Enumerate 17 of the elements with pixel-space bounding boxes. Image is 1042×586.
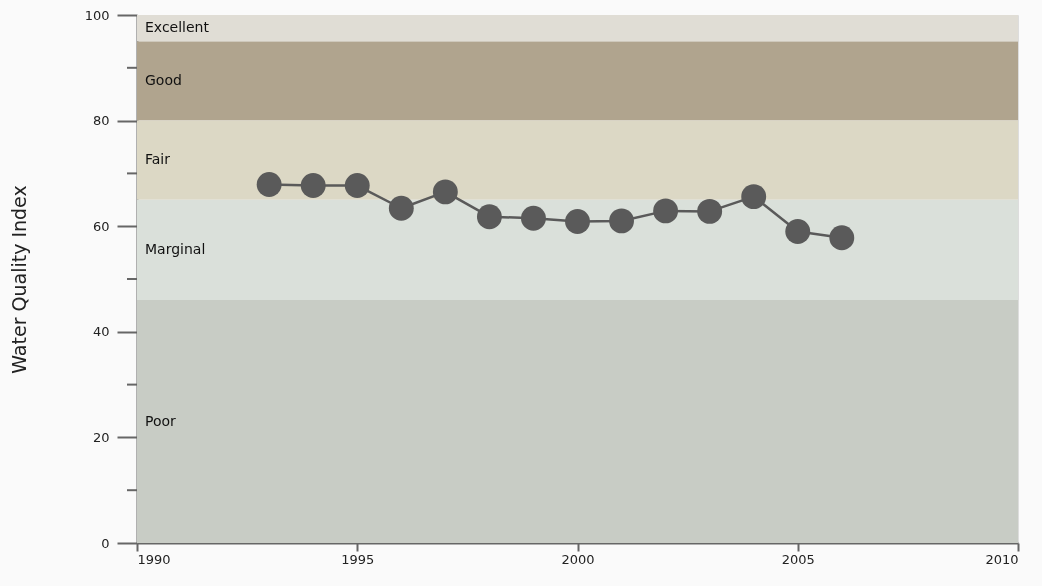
y-tick-label: 80 [92,113,110,129]
x-tick-label: 1990 [137,551,171,567]
band-label: Excellent [145,19,210,36]
y-tick-label: 100 [84,7,110,23]
y-tick-label: 20 [92,429,110,445]
y-tick-label: 40 [92,324,110,340]
y-axis-title: Water Quality Index [7,185,30,374]
band-label: Fair [145,151,171,168]
x-tick-label: 2010 [985,551,1019,567]
band-label: Poor [145,412,177,429]
x-tick-label: 1995 [341,551,375,567]
x-tick-label: 2000 [561,551,595,567]
y-tick-label: 60 [92,218,110,234]
band-label: Marginal [145,240,206,257]
y-tick-label: 0 [101,535,110,551]
x-tick-label: 2005 [781,551,815,567]
band-label: Good [145,72,182,88]
